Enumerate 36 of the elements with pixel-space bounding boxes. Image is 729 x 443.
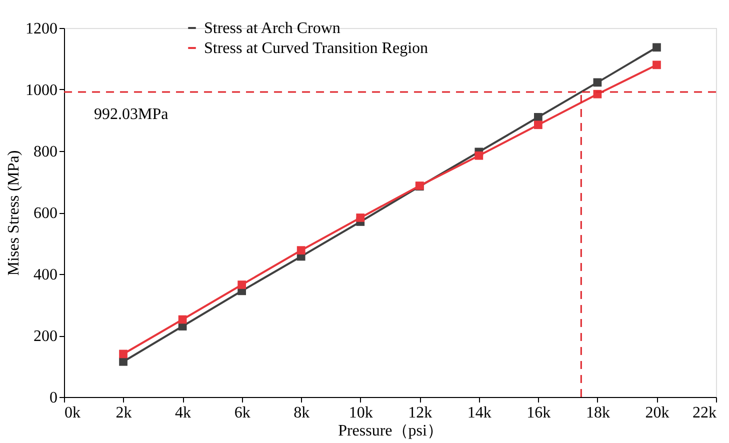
- y-tick-label: 800: [34, 144, 58, 160]
- legend-label: Stress at Arch Crown: [204, 20, 340, 37]
- point: [296, 246, 306, 255]
- x-tick-label: 20k: [645, 404, 670, 422]
- y-tick-label: 1000: [26, 82, 58, 99]
- y-tick-label: 600: [34, 205, 58, 222]
- x-tick-label: 16k: [526, 404, 551, 422]
- y-tick-label: 1200: [26, 20, 58, 38]
- x-axis-title: Pressure（psi）: [338, 422, 443, 440]
- point: [593, 78, 602, 87]
- ref-line-label: 992.03MPa: [94, 106, 168, 123]
- x-tick-label: 22k: [692, 404, 716, 422]
- x-tick-label: 14k: [467, 404, 492, 422]
- point: [534, 112, 542, 122]
- x-tick-label: 0k: [64, 404, 80, 422]
- point: [178, 315, 187, 324]
- x-tick-label: 6k: [234, 404, 250, 422]
- point: [534, 120, 542, 130]
- point: [652, 60, 661, 70]
- y-tick-label: 0: [50, 390, 58, 406]
- x-tick-label: 12k: [408, 404, 432, 422]
- x-tick-label: 18k: [586, 404, 610, 422]
- point: [652, 43, 661, 52]
- x-tick-label: 4k: [175, 404, 192, 422]
- point: [119, 357, 128, 366]
- point: [474, 151, 484, 160]
- point: [356, 214, 365, 222]
- x-tick-label: 2k: [116, 404, 132, 422]
- y-tick-label: 200: [34, 328, 58, 345]
- y-tick-label: 400: [34, 266, 58, 284]
- x-tick-label: 10k: [348, 404, 373, 422]
- x-tick-label: 8k: [294, 404, 310, 422]
- point: [119, 350, 128, 358]
- point: [238, 280, 246, 289]
- y-axis-title: Mises Stress (MPa): [6, 150, 22, 276]
- legend-label: Stress at Curved Transition Region: [204, 40, 428, 57]
